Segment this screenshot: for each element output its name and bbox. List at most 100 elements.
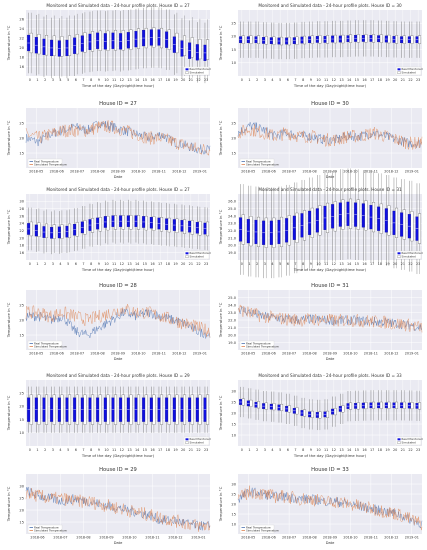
chart-panel-11: House ID = 29 15 20 25 30 Temperature in °C 20… bbox=[6, 467, 211, 545]
x-tick-label: 2018-06 bbox=[50, 170, 64, 174]
simulated-box bbox=[379, 401, 383, 409]
legend-box bbox=[27, 340, 63, 350]
simulated-box bbox=[60, 394, 64, 425]
y-tick-label: 19.0 bbox=[228, 341, 237, 345]
x-tick-label: 13 bbox=[339, 78, 343, 82]
x-tick-label: 6 bbox=[287, 448, 289, 452]
simulated-box bbox=[280, 36, 284, 46]
legend-label: Simulated bbox=[402, 441, 416, 445]
simulated-box bbox=[326, 202, 330, 233]
x-axis-label: Date bbox=[114, 357, 123, 361]
x-tick-label: 2019-01 bbox=[405, 536, 419, 540]
simulated-box bbox=[175, 32, 179, 54]
x-tick-label: 2018-07 bbox=[282, 352, 296, 356]
simulated-box bbox=[52, 224, 56, 239]
simulated-box bbox=[341, 199, 345, 230]
y-axis-label: Temperature in °C bbox=[218, 486, 223, 522]
simulated-box bbox=[206, 221, 210, 237]
x-tick-label: 2018-10 bbox=[131, 170, 145, 174]
x-tick-label: 2018-11 bbox=[364, 170, 378, 174]
simulated-box bbox=[29, 221, 33, 237]
simulated-box bbox=[114, 30, 118, 51]
legend-box bbox=[183, 66, 210, 76]
x-tick-label: 0 bbox=[29, 448, 31, 452]
chart-title: House ID = 27 bbox=[99, 101, 137, 107]
y-axis-label: Temperature in °C bbox=[218, 25, 223, 61]
y-tick-label: 30 bbox=[231, 389, 236, 393]
x-tick-label: 14 bbox=[135, 448, 139, 452]
simulated-box bbox=[303, 210, 307, 241]
x-tick-label: 14 bbox=[135, 262, 139, 266]
x-tick-label: 2019-01 bbox=[193, 170, 207, 174]
x-tick-label: 2019-01 bbox=[405, 352, 419, 356]
y-tick-label: 24.0 bbox=[228, 303, 237, 307]
x-tick-label: 2018-08 bbox=[302, 352, 316, 356]
y-tick-label: 23.0 bbox=[228, 311, 237, 315]
y-tick-label: 22 bbox=[19, 37, 24, 41]
x-tick-label: 19 bbox=[173, 262, 177, 266]
x-tick-label: 8 bbox=[302, 262, 304, 266]
x-tick-label: 22 bbox=[408, 78, 412, 82]
x-tick-label: 12 bbox=[120, 448, 124, 452]
simulated-box bbox=[175, 394, 179, 425]
plot-area bbox=[26, 194, 210, 260]
x-tick-label: 6 bbox=[287, 262, 289, 266]
x-tick-label: 7 bbox=[294, 78, 296, 82]
legend-label: Real Monitored bbox=[190, 67, 211, 71]
legend-label: Real Monitored bbox=[402, 67, 423, 71]
x-tick-label: 10 bbox=[104, 448, 108, 452]
chart-title: House ID = 30 bbox=[311, 101, 349, 107]
chart-panel-5: Monitored and Simulated data - 24-hour p… bbox=[6, 187, 211, 272]
simulated-box bbox=[310, 35, 314, 44]
simulated-box bbox=[318, 411, 322, 419]
legend-label: Real Temperature bbox=[246, 525, 271, 529]
simulated-box bbox=[356, 402, 360, 410]
y-tick-label: 21.0 bbox=[228, 236, 237, 240]
plot-area bbox=[26, 10, 210, 76]
y-axis-label: Temperature in °C bbox=[218, 209, 223, 245]
x-tick-label: 9 bbox=[310, 448, 312, 452]
simulated-box bbox=[75, 34, 79, 55]
chart-panel-1: Monitored and Simulated data - 24-hour p… bbox=[6, 3, 211, 88]
chart-panel-2: Monitored and Simulated data - 24-hour p… bbox=[218, 3, 423, 88]
x-tick-label: 20 bbox=[181, 262, 185, 266]
simulated-box bbox=[333, 34, 337, 44]
simulated-box bbox=[333, 201, 337, 232]
y-tick-label: 25 bbox=[19, 496, 24, 500]
x-tick-label: 22 bbox=[196, 78, 200, 82]
y-tick-label: 20 bbox=[19, 318, 24, 322]
legend-label: Simulated bbox=[402, 255, 416, 259]
simulated-box bbox=[83, 220, 87, 235]
x-tick-label: 2018-10 bbox=[131, 352, 145, 356]
y-tick-label: 24.0 bbox=[228, 214, 237, 218]
x-tick-label: 6 bbox=[287, 78, 289, 82]
simulated-box bbox=[91, 218, 95, 233]
simulated-box bbox=[410, 35, 414, 44]
legend-label: Simulated bbox=[190, 441, 204, 445]
x-axis-label: Time of the day (Day/night/time hour) bbox=[293, 83, 367, 88]
x-tick-label: 2018-06 bbox=[30, 536, 44, 540]
x-tick-label: 10 bbox=[316, 78, 320, 82]
simulated-box bbox=[206, 394, 210, 425]
x-tick-label: 3 bbox=[52, 262, 54, 266]
x-tick-label: 20 bbox=[393, 448, 397, 452]
x-axis-label: Time of the day (Day/night/time hour) bbox=[293, 267, 367, 272]
legend-label: Real Monitored bbox=[190, 437, 211, 441]
x-tick-label: 2019-01 bbox=[193, 352, 207, 356]
chart-panel-10: Monitored and Simulated data - 24-hour p… bbox=[218, 373, 423, 458]
legend-box bbox=[395, 436, 422, 446]
x-tick-label: 1 bbox=[36, 78, 38, 82]
x-tick-label: 4 bbox=[59, 262, 61, 266]
x-tick-label: 2018-09 bbox=[99, 536, 113, 540]
y-axis-label: Temperature in °C bbox=[6, 302, 11, 338]
legend-label: Real Temperature bbox=[34, 525, 59, 529]
x-tick-label: 2018-09 bbox=[111, 352, 125, 356]
y-tick-label: 10 bbox=[231, 433, 236, 437]
simulated-box bbox=[287, 405, 291, 413]
x-tick-label: 17 bbox=[370, 262, 374, 266]
legend-real-swatch bbox=[397, 252, 401, 255]
y-tick-label: 26 bbox=[19, 18, 24, 22]
chart-title: Monitored and Simulated data - 24-hour p… bbox=[258, 3, 402, 8]
x-tick-label: 23 bbox=[204, 448, 208, 452]
